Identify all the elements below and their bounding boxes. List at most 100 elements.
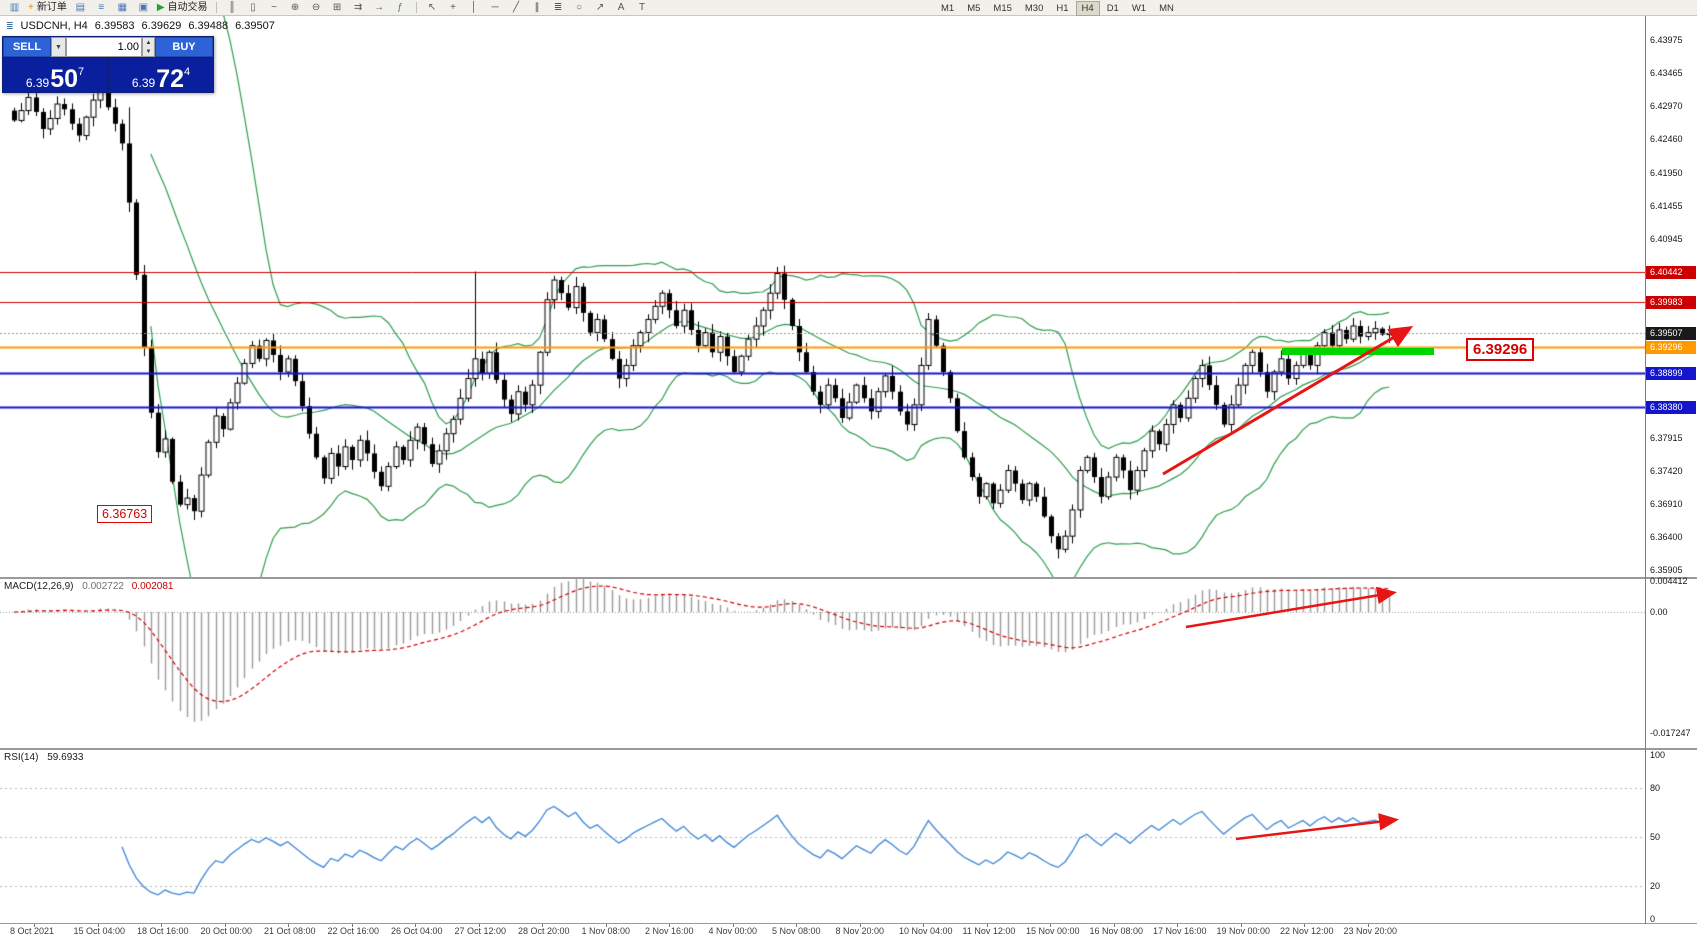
time-axis-tick [1304,924,1305,927]
timeframe-m30[interactable]: M30 [1024,3,1044,14]
price-scale-tick: 6.35905 [1650,565,1683,575]
time-axis-label: 23 Nov 20:00 [1343,926,1398,936]
bar-chart-icon[interactable]: ║ [222,0,243,16]
sell-price-point: 7 [78,66,85,78]
time-axis-tick [1367,924,1369,927]
text-label-icon-glyph: T [638,1,646,13]
auto-scroll-icon[interactable]: ⇉ [348,0,369,16]
timeframe-mn[interactable]: MN [1159,3,1174,14]
candlestick-chart-icon[interactable]: ▯ [243,0,264,16]
rsi-scale-label: 100 [1650,750,1666,760]
bar-chart-icon-glyph: ║ [228,1,236,13]
macd-name: MACD(12,26,9) [4,581,74,592]
new-chart-icon[interactable]: ▥ [4,0,25,16]
trendline-icon[interactable]: ╱ [506,0,527,16]
buy-button[interactable]: BUY [155,37,213,57]
time-axis-label: 28 Oct 20:00 [518,926,570,936]
price-tag-6.38899: 6.38899 [1646,366,1696,380]
symbol-label: USDCNH, H4 [20,20,88,32]
time-axis-tick [224,924,226,927]
volume-input[interactable]: 1.00 [66,37,142,57]
crosshair-icon[interactable]: + [443,0,464,16]
new-order-glyph: + [28,1,34,13]
auto-trading-glyph: ▶ [156,1,165,13]
time-axis-label: 10 Nov 04:00 [899,926,953,936]
fibonacci-icon[interactable]: ≣ [548,0,569,16]
timeframe-m15[interactable]: M15 [993,3,1012,14]
auto-trading-button[interactable]: ▶ 自动交易 [154,0,211,16]
indicators-icon[interactable]: ƒ [390,0,411,16]
timeframe-h4[interactable]: H4 [1075,1,1100,16]
time-axis-tick [859,924,861,927]
support-zone-rectangle [1282,348,1434,355]
zoom-in-icon[interactable]: ⊕ [285,0,306,16]
price-scale-tick: 6.42460 [1650,134,1683,145]
data-window-icon-glyph: ▦ [117,1,128,13]
rsi-panel-canvas[interactable] [0,750,1645,923]
time-axis-label: 17 Nov 16:00 [1153,926,1207,936]
toolbar-separator [415,2,417,13]
time-axis-tick [288,924,289,927]
time-axis-label: 19 Nov 00:00 [1216,926,1271,936]
terminal-icon-glyph: ▣ [138,1,149,13]
timeframe-m5[interactable]: M5 [967,3,981,14]
macd-panel-canvas[interactable] [0,579,1645,748]
horizontal-line-icon[interactable]: ─ [485,0,506,16]
text-icon[interactable]: A [611,0,632,16]
sell-price-pips: 50 [50,64,79,93]
time-axis-tick [1050,924,1051,927]
order-controls-row: SELL ▼ 1.00 ▲ ▼ BUY [3,37,213,57]
chart-profiles-icon-glyph: ▤ [75,1,86,13]
volume-increase-button[interactable]: ▲ [145,39,152,46]
shapes-icon[interactable]: ○ [569,0,590,16]
rsi-value: 59.6933 [47,752,84,763]
arrows-icon[interactable]: ↗ [590,0,611,16]
timeframe-w1[interactable]: W1 [1131,3,1147,14]
macd-rsi-divider[interactable] [0,748,1697,750]
price-scale-tick: 6.36400 [1650,532,1683,543]
time-axis-label: 27 Oct 12:00 [454,926,507,936]
crosshair-icon-glyph: + [450,1,456,13]
macd-main-value: 0.002722 [82,581,124,592]
new-order-button[interactable]: + 新订单 [25,0,70,16]
time-axis-label: 11 Nov 12:00 [962,926,1016,936]
time-axis-tick [796,924,797,927]
price-scale-tick: 6.40945 [1650,233,1683,244]
equidistant-channel-icon[interactable]: ∥ [527,0,548,16]
macd-indicator-label: MACD(12,26,9) 0.002722 0.002081 [4,581,173,592]
level-price-annotation: 6.39296 [1466,338,1535,361]
text-label-icon[interactable]: T [632,0,653,16]
main-chart-canvas[interactable] [0,16,1645,577]
chart-profiles-icon[interactable]: ▤ [70,0,91,16]
terminal-icon[interactable]: ▣ [133,0,154,16]
data-window-icon[interactable]: ▦ [112,0,133,16]
cursor-icon[interactable]: ↖ [422,0,443,16]
tile-windows-icon[interactable]: ⊞ [327,0,348,16]
market-watch-icon[interactable]: ≡ [91,0,112,16]
buy-price-display[interactable]: 6.39 72 4 [109,58,213,92]
toolbar: ▥ + 新订单 ▤ ≡ ▦ ▣ ▶ 自动交易 ║ ▯ ~ ⊕ ⊖ ⊞ ⇉ → ƒ ↖ + │ ─ ╱ ∥ ≣ ○ ↗ A T M1 M5 M… [0,0,1697,16]
zoom-out-icon[interactable]: ⊖ [306,0,327,16]
one-click-trading-widget: SELL ▼ 1.00 ▲ ▼ BUY 6.39 50 7 6.39 72 4 [2,36,214,93]
time-axis-label: 22 Oct 16:00 [327,926,380,936]
line-chart-icon[interactable]: ~ [264,0,285,16]
volume-decrease-button[interactable]: ▼ [145,48,152,55]
sell-button[interactable]: SELL [3,37,51,57]
time-axis-tick [986,924,988,927]
arrows-icon-glyph: ↗ [595,1,605,13]
vertical-line-icon[interactable]: │ [464,0,485,16]
time-axis-tick [669,924,670,927]
time-axis-label: 2 Nov 16:00 [645,926,694,936]
time-axis-label: 15 Nov 00:00 [1026,926,1080,936]
main-macd-divider[interactable] [0,577,1697,579]
order-options-dropdown[interactable]: ▼ [51,37,66,57]
ohlc-close: 6.39507 [235,20,275,32]
timeframe-d1[interactable]: D1 [1106,3,1119,14]
time-axis-label: 1 Nov 08:00 [581,926,631,936]
sell-price-display[interactable]: 6.39 50 7 [3,58,107,92]
chart-shift-icon[interactable]: → [369,0,390,16]
timeframe-h1[interactable]: H1 [1056,3,1069,14]
timeframe-m1[interactable]: M1 [941,3,955,14]
time-axis-label: 15 Oct 04:00 [73,926,126,936]
